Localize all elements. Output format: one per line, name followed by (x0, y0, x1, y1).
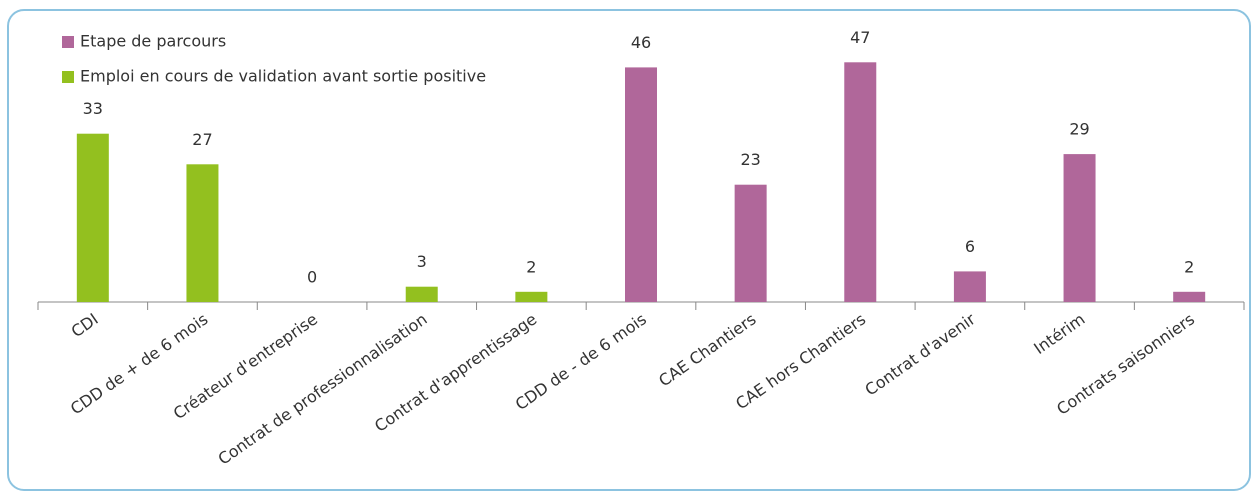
legend-label: Emploi en cours de validation avant sort… (80, 67, 486, 86)
legend-label: Etape de parcours (80, 32, 226, 51)
data-label: 0 (307, 268, 317, 287)
data-label: 3 (417, 252, 427, 271)
bar (625, 67, 657, 303)
bar (1173, 291, 1206, 302)
legend-swatch (62, 71, 74, 83)
data-label: 29 (1069, 120, 1089, 139)
bar (953, 271, 986, 302)
bar (734, 184, 767, 302)
data-label: 47 (850, 28, 870, 47)
data-label: 6 (965, 237, 975, 256)
data-label: 27 (192, 130, 212, 149)
data-label: 2 (526, 257, 536, 276)
bar (76, 133, 109, 302)
bar (405, 286, 438, 302)
data-label: 33 (83, 99, 103, 118)
data-label: 46 (631, 33, 651, 52)
data-label: 2 (1184, 257, 1194, 276)
data-label: 23 (740, 150, 760, 169)
bar (1063, 154, 1096, 302)
bar (186, 164, 219, 302)
bar (515, 291, 548, 302)
bar (844, 62, 877, 302)
legend-swatch (62, 36, 74, 48)
